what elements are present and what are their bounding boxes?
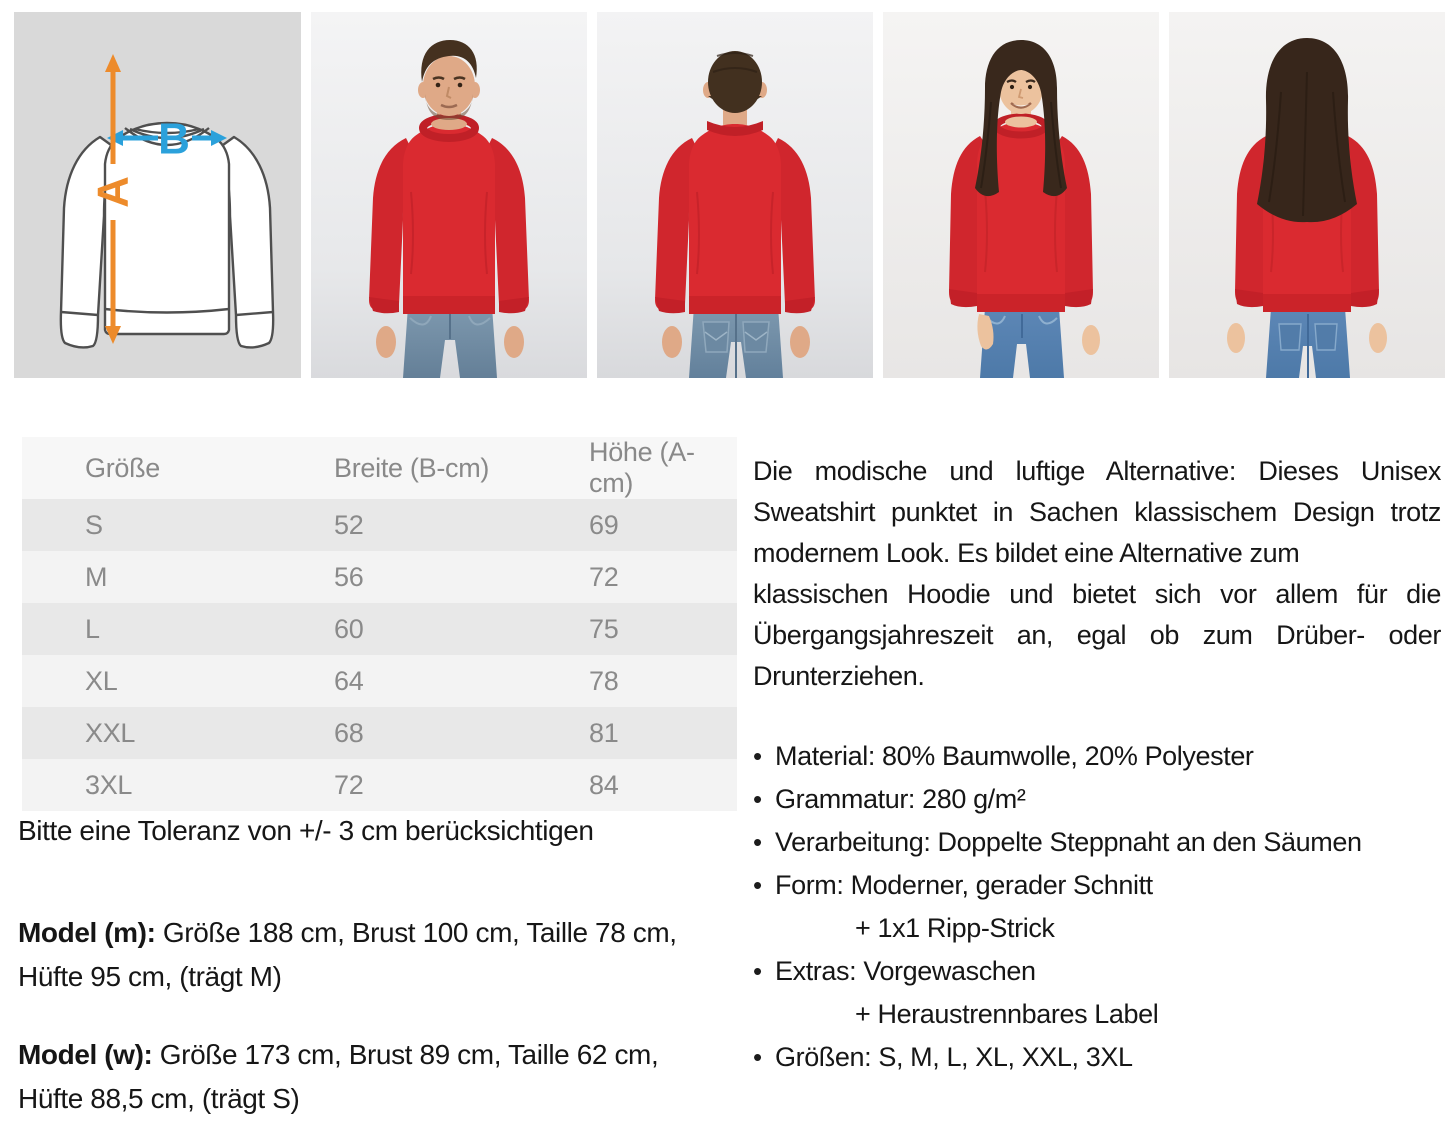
col-header-hoehe: Höhe (A-cm) [589,437,695,498]
size-table-header-row: Größe Breite (B-cm) Höhe (A-cm) [22,437,737,499]
model-m-measurements: Model (m): Größe 188 cm, Brust 100 cm, T… [18,911,738,999]
photo-female-back [1169,12,1445,378]
feature-groessen: Größen: S, M, L, XL, XXL, 3XL [753,1036,1445,1079]
col-header-groesse: Größe [85,452,161,483]
table-row: XL 64 78 [22,655,737,707]
hoehe-cell: 69 [589,509,619,540]
photo-female-front [883,12,1159,378]
table-row: XXL 68 81 [22,707,737,759]
breite-cell: 56 [334,561,364,592]
product-info-section: Größe Breite (B-cm) Höhe (A-cm) S 52 69 … [18,437,1445,1145]
table-row: L 60 75 [22,603,737,655]
feature-form: Form: Moderner, gerader Schnitt [753,864,1445,907]
breite-cell: 60 [334,613,364,644]
product-description: Die modische und luftige Alternative: Di… [753,451,1441,697]
label-b: B [158,115,190,164]
size-table: Größe Breite (B-cm) Höhe (A-cm) S 52 69 … [22,437,737,811]
feature-list: Material: 80% Baumwolle, 20% Polyester G… [753,735,1445,1079]
feature-verarbeitung: Verarbeitung: Doppelte Steppnaht an den … [753,821,1445,864]
hoehe-cell: 72 [589,561,619,592]
female-front-illustration [883,12,1159,378]
feature-grammatur: Grammatur: 280 g/m² [753,778,1445,821]
table-row: 3XL 72 84 [22,759,737,811]
feature-extras: Extras: Vorgewaschen [753,950,1445,993]
model-w-line1: Größe 173 cm, Brust 89 cm, Taille 62 cm, [152,1039,659,1070]
feature-form-addition: + 1x1 Ripp-Strick [855,913,1055,943]
size-cell: XXL [85,717,136,748]
size-cell: L [85,613,100,644]
model-w-label: Model (w): [18,1039,153,1070]
description-line: Die modische und luftige Alternative: Di… [753,456,1441,486]
hoehe-cell: 84 [589,769,619,800]
hoehe-cell: 78 [589,665,619,696]
breite-cell: 52 [334,509,364,540]
female-back-illustration [1169,12,1445,378]
description-line: modernem Look. Es bildet eine Alternativ… [753,538,1300,568]
breite-cell: 68 [334,717,364,748]
table-row: S 52 69 [22,499,737,551]
description-line: Übergangsjahreszeit an, egal ob zum Drüb… [753,620,1441,650]
product-image-gallery: B A [14,12,1445,378]
size-diagram-panel: B A [14,12,301,378]
label-a: A [89,176,138,208]
feature-extras-addition: + Heraustrennbares Label [855,999,1159,1029]
description-line: Sweatshirt punktet in Sachen klassischem… [753,497,1441,527]
model-m-label: Model (m): [18,917,156,948]
model-w-line2: Hüfte 88,5 cm, (trägt S) [18,1083,300,1114]
size-cell: S [85,509,103,540]
breite-cell: 64 [334,665,364,696]
photo-male-front [311,12,587,378]
male-back-illustration [597,12,873,378]
feature-material: Material: 80% Baumwolle, 20% Polyester [753,735,1445,778]
width-arrow-b: B [107,115,227,164]
col-header-breite: Breite (B-cm) [334,452,490,483]
model-m-line2: Hüfte 95 cm, (trägt M) [18,961,282,992]
size-cell: 3XL [85,769,133,800]
model-w-measurements: Model (w): Größe 173 cm, Brust 89 cm, Ta… [18,1033,738,1121]
tolerance-note: Bitte eine Toleranz von +/- 3 cm berücks… [18,815,594,846]
breite-cell: 72 [334,769,364,800]
size-diagram-illustration: B A [14,12,301,378]
description-line: klassischen Hoodie und bietet sich vor a… [753,579,1441,609]
model-m-line1: Größe 188 cm, Brust 100 cm, Taille 78 cm… [155,917,677,948]
photo-male-back [597,12,873,378]
table-row: M 56 72 [22,551,737,603]
size-cell: M [85,561,108,592]
height-arrow-a: A [89,54,138,344]
hoehe-cell: 81 [589,717,619,748]
description-line: Drunterziehen. [753,661,925,691]
male-front-illustration [311,12,587,378]
hoehe-cell: 75 [589,613,619,644]
size-cell: XL [85,665,118,696]
